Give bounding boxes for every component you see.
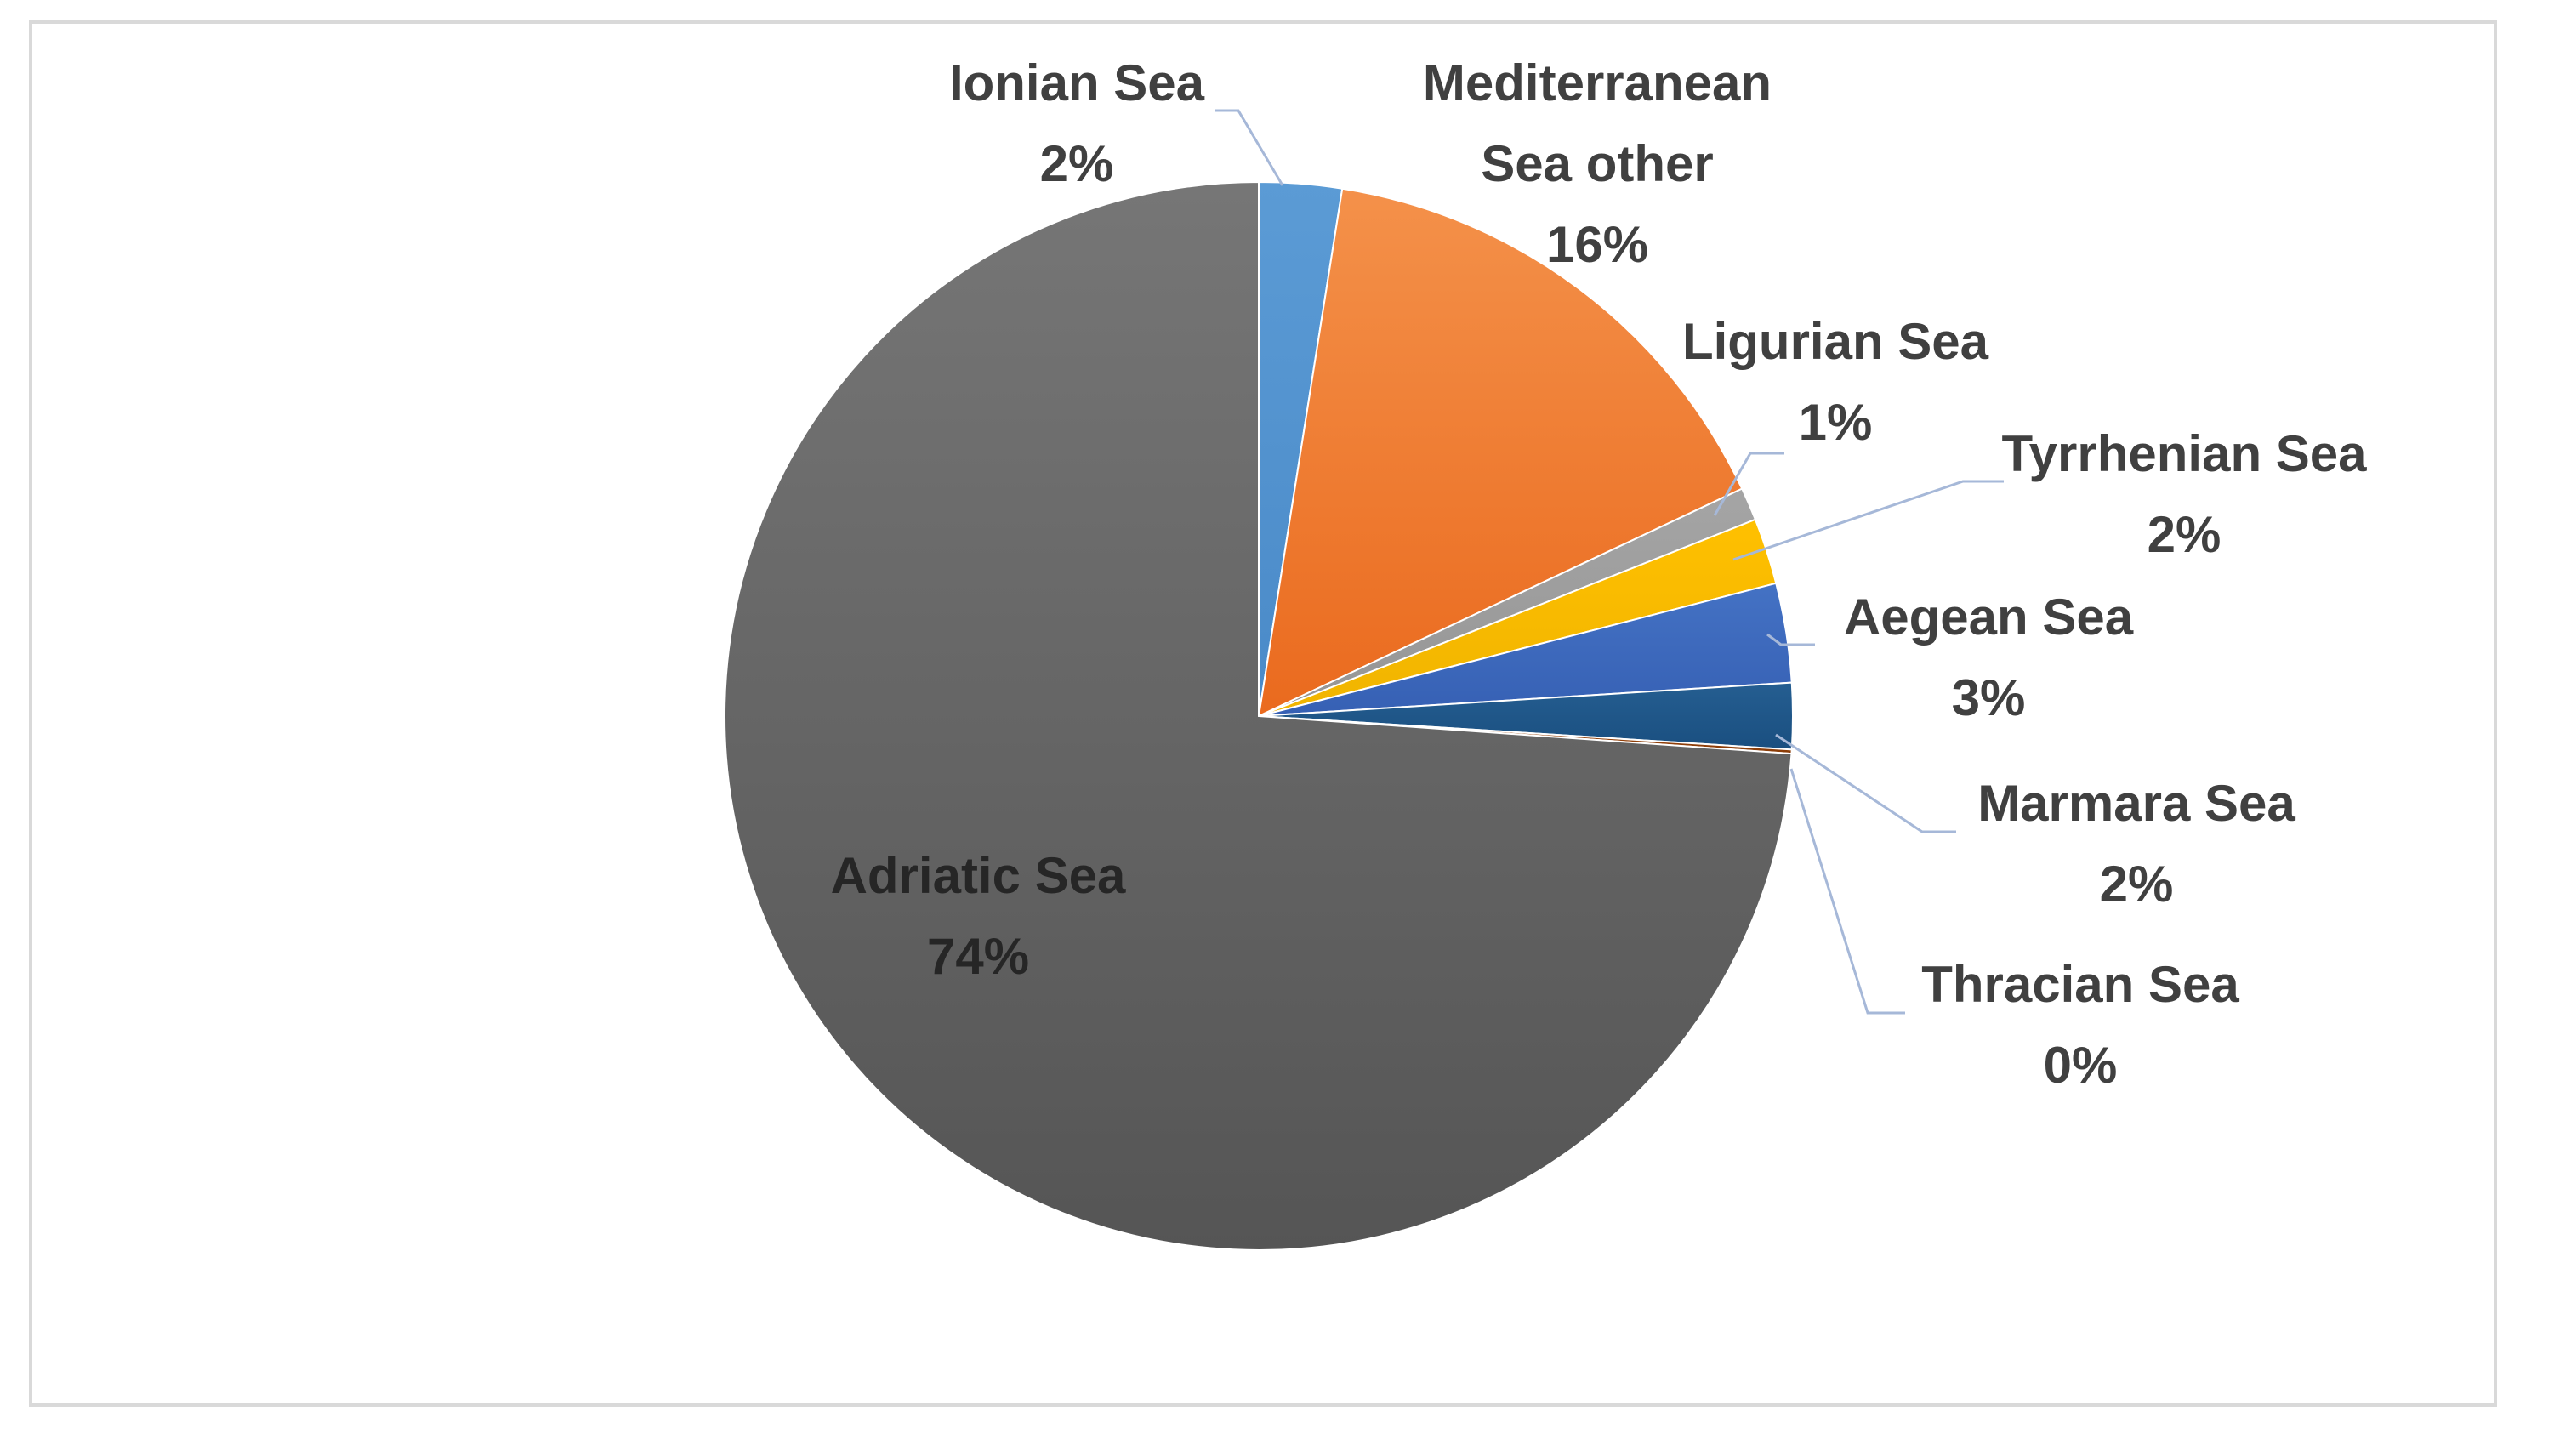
slice-label: Thracian Sea 0% [1921,956,2239,1094]
leader-lines [1215,109,2004,1015]
slice-category-label: Aegean Sea [1844,589,2134,646]
slice-label: Marmara Sea 2% [1977,775,2295,913]
chart-frame: Ionian Sea 2% Mediterranean Sea other 16% Lig… [29,20,2497,1407]
slice-value-label: 1% [1799,394,1873,451]
slice-category-label: Ligurian Sea [1682,313,1989,370]
leader-line [1713,452,1784,516]
slice-value-label: 2% [2148,506,2222,563]
slice-category-label: Mediterranean [1423,54,1772,111]
pie-slice-adriatic-sea [724,180,1793,1251]
slice-value-label: 2% [2100,856,2174,913]
slice-value-label: 2% [1040,135,1114,192]
slice-label: Ligurian Sea 1% [1682,313,1989,451]
slice-value-label: 0% [2044,1037,2118,1094]
slices-layer [724,180,1794,1251]
slice-label: Adriatic Sea 74% [831,847,1126,985]
slice-value-label: 74% [927,928,1029,985]
slice-label: Tyrrhenian Sea 2% [2001,425,2367,563]
leader-line [1732,480,2004,561]
slice-category-label: Marmara Sea [1977,775,2295,832]
slice-category-label: Tyrrhenian Sea [2001,425,2367,482]
slice-label: Mediterranean Sea other 16% [1423,54,1772,273]
leader-line [1215,109,1284,186]
leader-line [1775,733,1956,833]
slice-category-label: Ionian Sea [949,54,1205,111]
pie-chart: Ionian Sea 2% Mediterranean Sea other 16% Lig… [724,54,2368,1251]
slice-label: Aegean Sea 3% [1844,589,2134,726]
leader-line [1766,633,1815,646]
slice-category-label: Thracian Sea [1921,956,2239,1013]
slice-category-label: Sea other [1481,135,1713,192]
slice-value-label: 16% [1546,216,1648,273]
slice-category-label: Adriatic Sea [831,847,1126,904]
labels-layer: Ionian Sea 2% Mediterranean Sea other 16% Lig… [831,54,2368,1094]
pie-slice-mediterranean-sea-other [1257,187,1744,718]
leader-line [1789,768,1905,1015]
slice-value-label: 3% [1952,669,2026,726]
slice-label: Ionian Sea 2% [949,54,1205,192]
